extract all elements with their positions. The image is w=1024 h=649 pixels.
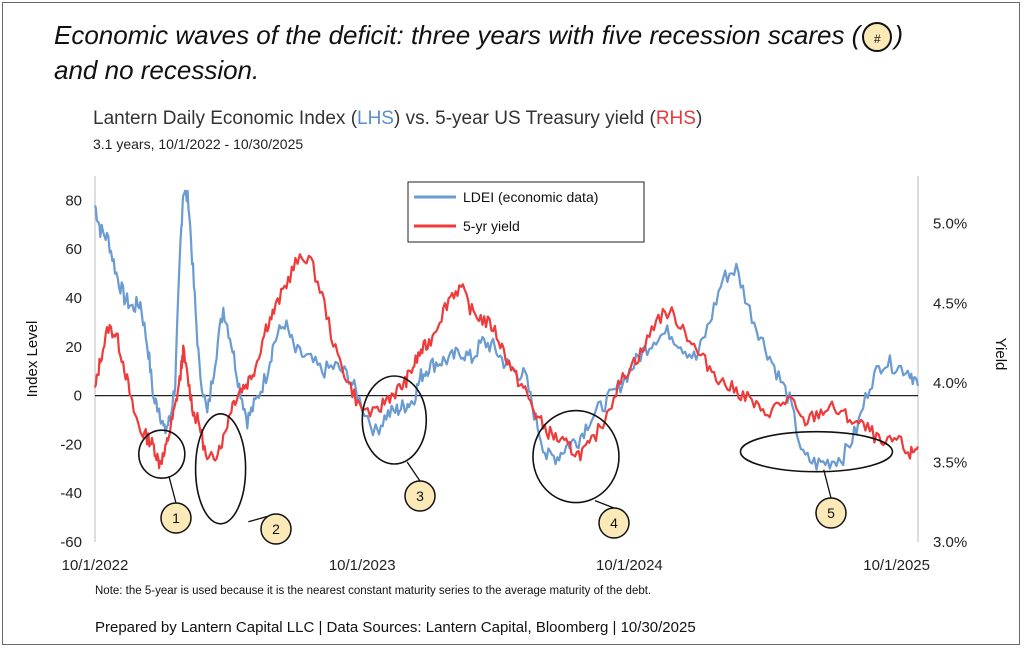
y-left-tick-label: -60	[60, 534, 82, 551]
recession-scare-badge: #	[862, 22, 893, 53]
y-right-tick-label: 3.5%	[933, 454, 967, 471]
y-left-tick-label: 80	[65, 192, 82, 209]
chart-title-middle: ) vs. 5-year US Treasury yield (	[393, 108, 656, 129]
y-right-tick-label: 3.0%	[933, 534, 967, 551]
callout-badge-2	[260, 513, 292, 545]
scare-ellipse-1	[138, 429, 186, 479]
chart-title-rhs: RHS	[655, 108, 696, 129]
y-left-tick-label: -40	[60, 485, 82, 502]
ldei-series-line	[93, 189, 920, 471]
chart-title-lhs: LHS	[357, 108, 394, 129]
callout-label-3: 3	[416, 488, 424, 504]
legend-box	[407, 181, 645, 243]
scare-ellipse-3	[361, 375, 428, 465]
y-right-tick-label: 4.5%	[933, 295, 967, 312]
headline-text-1: Economic waves of the deficit: three yea…	[54, 20, 861, 50]
y-right-axis-label: Yield	[992, 338, 1009, 371]
x-tick-label: 10/1/2024	[596, 557, 663, 574]
callout-badge-5	[815, 497, 847, 529]
callout-label-2: 2	[272, 521, 280, 537]
x-tick-label: 10/1/2025	[863, 557, 930, 574]
callout-leader-3	[406, 461, 421, 482]
scare-ellipse-2	[194, 412, 247, 525]
y-left-tick-label: -20	[60, 436, 82, 453]
callout-label-4: 4	[610, 515, 618, 531]
callout-badge-3	[404, 480, 436, 512]
chart-note: Note: the 5-year is used because it is t…	[95, 585, 652, 597]
yield-series-line	[93, 253, 919, 470]
chart-title-suffix: )	[695, 108, 703, 129]
chart-subtitle: 3.1 years, 10/1/2022 - 10/30/2025	[93, 136, 304, 152]
y-left-tick-label: 40	[65, 290, 82, 307]
chart-footer: Prepared by Lantern Capital LLC | Data S…	[95, 619, 696, 636]
legend-label-yield: 5-yr yield	[463, 218, 520, 234]
callout-leader-4	[594, 499, 615, 509]
scare-ellipse-4	[532, 409, 620, 504]
headline-text-close: )	[894, 20, 904, 50]
headline-line-2: and no recession.	[54, 55, 260, 85]
callout-label-1: 1	[172, 510, 180, 526]
x-tick-label: 10/1/2022	[62, 557, 129, 574]
callout-badge-1	[160, 502, 192, 534]
y-left-axis-label: Index Level	[24, 321, 41, 398]
callout-badge-4	[598, 507, 630, 539]
y-right-tick-label: 5.0%	[933, 216, 967, 233]
legend-label-ldei: LDEI (economic data)	[463, 189, 598, 205]
x-tick-label: 10/1/2023	[329, 557, 396, 574]
headline-line-1: Economic waves of the deficit: three yea…	[54, 18, 954, 53]
callout-label-5: 5	[827, 505, 835, 521]
y-left-tick-label: 60	[65, 241, 82, 258]
headline: Economic waves of the deficit: three yea…	[54, 18, 954, 88]
chart-title-prefix: Lantern Daily Economic Index (	[93, 108, 358, 129]
scare-ellipse-5	[739, 430, 894, 473]
callout-leader-1	[168, 475, 177, 504]
callout-leader-5	[823, 469, 832, 499]
y-left-tick-label: 0	[74, 388, 82, 405]
y-right-tick-label: 4.0%	[933, 375, 967, 392]
chart-title: Lantern Daily Economic Index (LHS) vs. 5…	[93, 108, 702, 130]
y-left-tick-label: 20	[65, 339, 82, 356]
